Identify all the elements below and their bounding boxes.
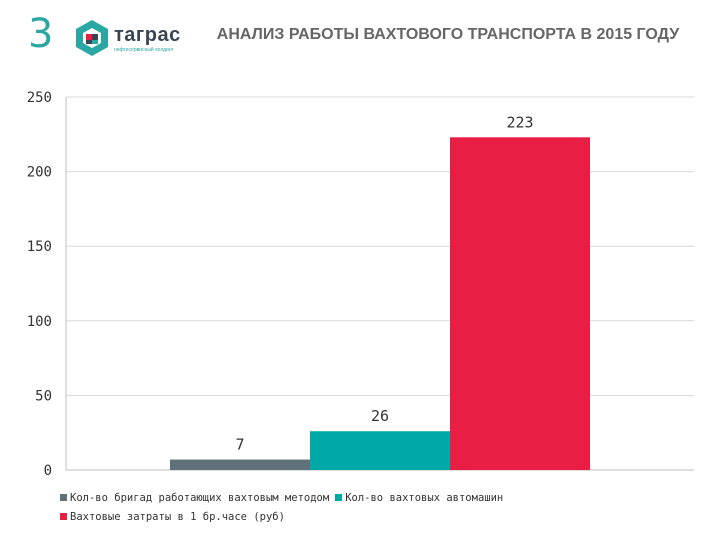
data-label: 26 [371,407,389,425]
y-tick-label: 250 [27,90,52,106]
y-tick-label: 50 [35,388,52,404]
legend-swatch-brigades [60,494,67,501]
legend-row: Кол-во бригад работающих вахтовым методо… [60,488,660,507]
legend-row: Вахтовые затраты в 1 бр.часе (руб) [60,507,660,526]
y-tick-label: 0 [44,463,52,479]
y-tick-label: 100 [27,314,52,330]
bar-vehicles [310,431,450,470]
bar-costs [450,137,590,470]
slide-number: 3 [28,11,54,57]
y-tick-label: 150 [27,239,52,255]
legend-swatch-costs [60,513,67,520]
legend-item-vehicles: Кол-во вахтовых автомашин [335,492,503,504]
legend-swatch-vehicles [335,494,343,501]
legend-label-vehicles: Кол-во вахтовых автомашин [345,491,504,504]
y-tick-label: 200 [27,165,52,181]
legend-item-costs: Вахтовые затраты в 1 бр.часе (руб) [60,511,285,523]
data-label: 7 [235,436,244,454]
chart-legend: Кол-во бригад работающих вахтовым методо… [60,488,660,526]
logo-mark-icon [76,20,108,56]
page-title: АНАЛИЗ РАБОТЫ ВАХТОВОГО ТРАНСПОРТА В 201… [216,26,680,43]
bar-brigades [170,459,310,470]
data-label: 223 [506,113,533,131]
logo-name: таграс [114,24,181,46]
legend-item-brigades: Кол-во бригад работающих вахтовым методо… [60,492,329,504]
logo-tagline: нефтесервисный холдинг [114,47,174,53]
legend-label-costs: Вахтовые затраты в 1 бр.часе (руб) [70,510,285,523]
company-logo: таграс нефтесервисный холдинг [74,18,184,64]
legend-label-brigades: Кол-во бригад работающих вахтовым методо… [70,491,330,504]
